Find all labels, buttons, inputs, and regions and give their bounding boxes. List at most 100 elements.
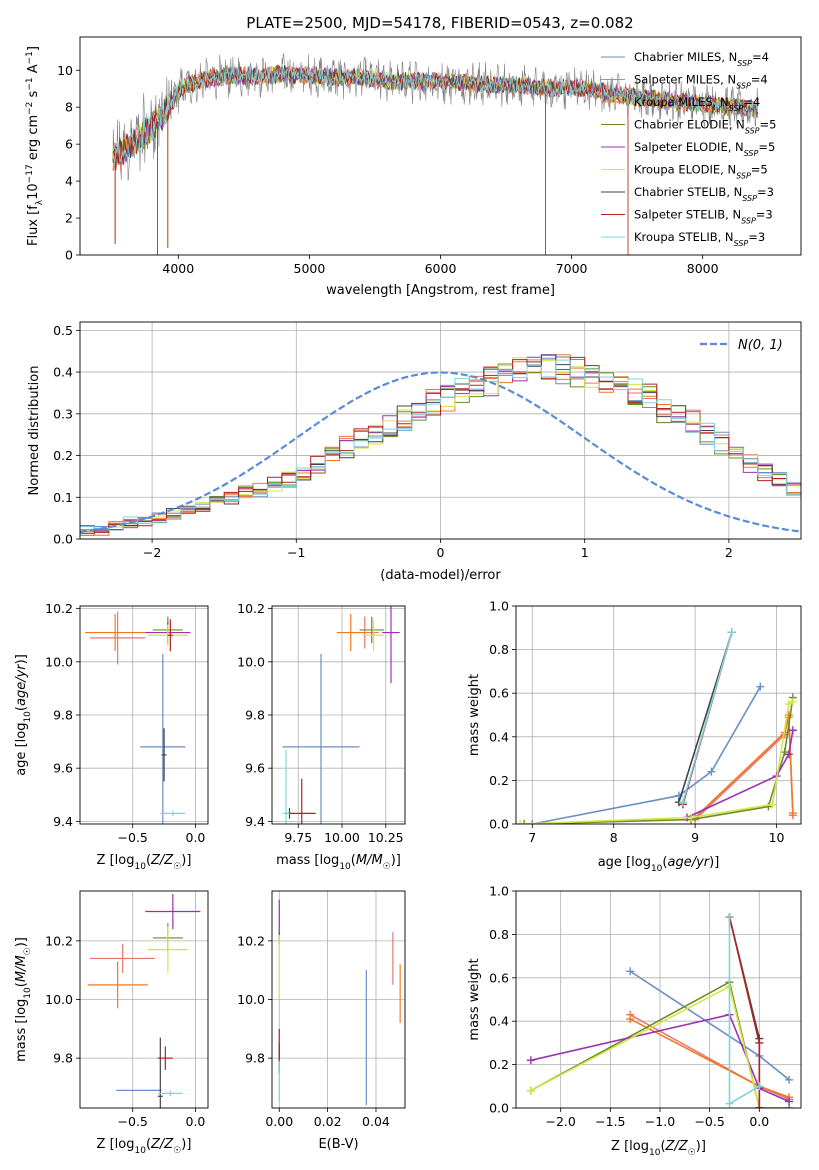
x-axis-label: Z [log10(Z/Z☉)]	[97, 1137, 192, 1156]
tick-label-y: 10.2	[45, 601, 73, 616]
series-marker	[784, 700, 793, 709]
tick-label-y: 9.4	[245, 814, 265, 829]
legend-label: Kroupa STELIB, NSSP=3	[634, 230, 765, 248]
y-axis-label: age [log10(age/yr)]	[14, 654, 33, 776]
tick-label-x: 0.0	[749, 1114, 769, 1129]
tick-label-y: 9.8	[53, 708, 73, 723]
series-marker	[520, 820, 529, 824]
data-point	[90, 943, 156, 974]
points	[282, 606, 400, 824]
series-marker	[764, 802, 773, 811]
data-point	[359, 616, 384, 644]
axes-frame	[79, 36, 802, 256]
axes-frame	[515, 605, 802, 825]
legend-label: Chabrier MILES, NSSP=4	[634, 50, 769, 68]
data-point	[90, 611, 146, 665]
tick-label-y: 10.0	[45, 992, 73, 1007]
x-axis-label: Z [log10(Z/Z☉)]	[611, 1139, 706, 1158]
data-point	[85, 613, 146, 652]
data-point	[161, 728, 167, 782]
x-axis-label: mass [log10(M/M☉)]	[276, 853, 401, 872]
spectrum-lines	[112, 52, 759, 255]
data-point	[157, 1046, 173, 1070]
axes-frame	[79, 605, 209, 825]
tick-label-x: −0.5	[694, 1114, 724, 1129]
series-marker	[626, 1015, 635, 1024]
legend-label: Kroupa ELODIE, NSSP=5	[634, 163, 768, 181]
data-point	[147, 926, 188, 974]
tick-label-x: 0.04	[362, 1114, 390, 1129]
series-marker	[687, 813, 696, 822]
tick-label-y: 0.4	[489, 729, 509, 744]
tick-label-x: −1	[287, 545, 305, 560]
tick-label-x: 0.02	[314, 1114, 342, 1129]
figure-title: PLATE=2500, MJD=54178, FIBERID=0543, z=0…	[246, 14, 633, 32]
gaussian-curve	[80, 371, 801, 533]
tick-label-y: 0.1	[53, 490, 73, 505]
histogram-kroupa_stelib	[80, 359, 801, 531]
x-axis-label: E(B-V)	[318, 1137, 358, 1152]
mass_vs_ebv-panel: 0.00 0.02 0.04 9.8 10.0 10.2	[237, 890, 406, 1129]
axes-frame	[271, 890, 406, 1109]
series-line-salpeter_elodie	[686, 730, 794, 819]
tick-label-y: 10	[57, 63, 73, 78]
series-marker	[755, 1038, 764, 1047]
series-line-chabrier_miles	[532, 686, 761, 824]
legend-label: Chabrier STELIB, NSSP=3	[634, 185, 774, 203]
mass_weight_vs_age-panel: 7 8 9 10 0.0 0.2 0.4 0.6 0.8 1.0 age [log10(age/yr…	[467, 599, 802, 874]
y-axis-label: mass weight	[467, 674, 482, 756]
x-axis-label: age [log10(age/yr)]	[598, 855, 720, 874]
y-axis-label: mass [log10(M/M☉)]	[14, 937, 33, 1062]
legend-label: Salpeter STELIB, NSSP=3	[634, 208, 773, 226]
tick-label-y: 0.0	[489, 817, 509, 832]
tick-label-x: −0.5	[118, 830, 148, 845]
tick-label-y: 0.2	[489, 1057, 509, 1072]
tick-label-y: 10.2	[237, 601, 265, 616]
y-axis-label: Normed distribution	[27, 366, 42, 496]
histogram-salpeter_stelib	[80, 356, 801, 533]
series-marker	[678, 798, 687, 807]
axes-frame	[79, 890, 209, 1109]
series-line-salpeter_elodie	[530, 1013, 790, 1103]
data-point	[160, 810, 186, 817]
age_vs_mass-panel: 9.75 10.00 10.25 9.4 9.6 9.8 10.0 10.2 mass [log…	[237, 601, 406, 872]
data-point	[282, 653, 360, 824]
series-marker	[785, 1075, 794, 1084]
tick-label-y: 0.4	[489, 1014, 509, 1029]
points	[278, 899, 401, 1106]
tick-label-y: 9.8	[245, 708, 265, 723]
x-axis-label: wavelength [Angstrom, rest frame]	[326, 283, 555, 298]
axes-frame	[79, 321, 802, 540]
tick-label-y: 0.5	[53, 323, 73, 338]
y-axis-label: mass weight	[467, 958, 482, 1040]
series-marker	[788, 697, 797, 706]
legend-label: Salpeter ELODIE, NSSP=5	[634, 140, 775, 158]
series-line-kroupa_miles	[694, 716, 794, 819]
series-marker	[788, 726, 797, 735]
tick-label-x: 9.75	[284, 830, 312, 845]
data-point	[140, 653, 186, 824]
series	[516, 628, 797, 824]
data-point	[157, 1090, 183, 1097]
series-marker	[516, 820, 525, 824]
legend-label: N(0, 1)	[738, 338, 783, 353]
y-axis-label: Flux [fλ10−17 erg cm−2 s−1 A−1]	[25, 46, 45, 246]
spectrum-model-salpeter_stelib	[112, 65, 759, 255]
series-marker	[707, 767, 716, 776]
tick-label-y: 0.2	[53, 448, 73, 463]
x-axis-label: (data-model)/error	[380, 568, 501, 583]
tick-label-y: 0.6	[489, 686, 509, 701]
points	[87, 893, 201, 1108]
tick-label-y: 0.3	[53, 406, 73, 421]
data-point	[282, 749, 290, 824]
series-marker	[768, 800, 777, 809]
tick-label-x: 7000	[556, 261, 588, 276]
tick-label-y: 2	[65, 211, 73, 226]
tick-label-x: −2	[143, 545, 161, 560]
series-line-kroupa_stelib	[682, 631, 733, 803]
axes-frame	[271, 605, 406, 825]
legend-label: Chabrier ELODIE, NSSP=5	[634, 118, 776, 136]
tick-label-x: 4000	[162, 261, 194, 276]
series-marker	[725, 913, 734, 922]
x-axis-label: Z [log10(Z/Z☉)]	[97, 853, 192, 872]
